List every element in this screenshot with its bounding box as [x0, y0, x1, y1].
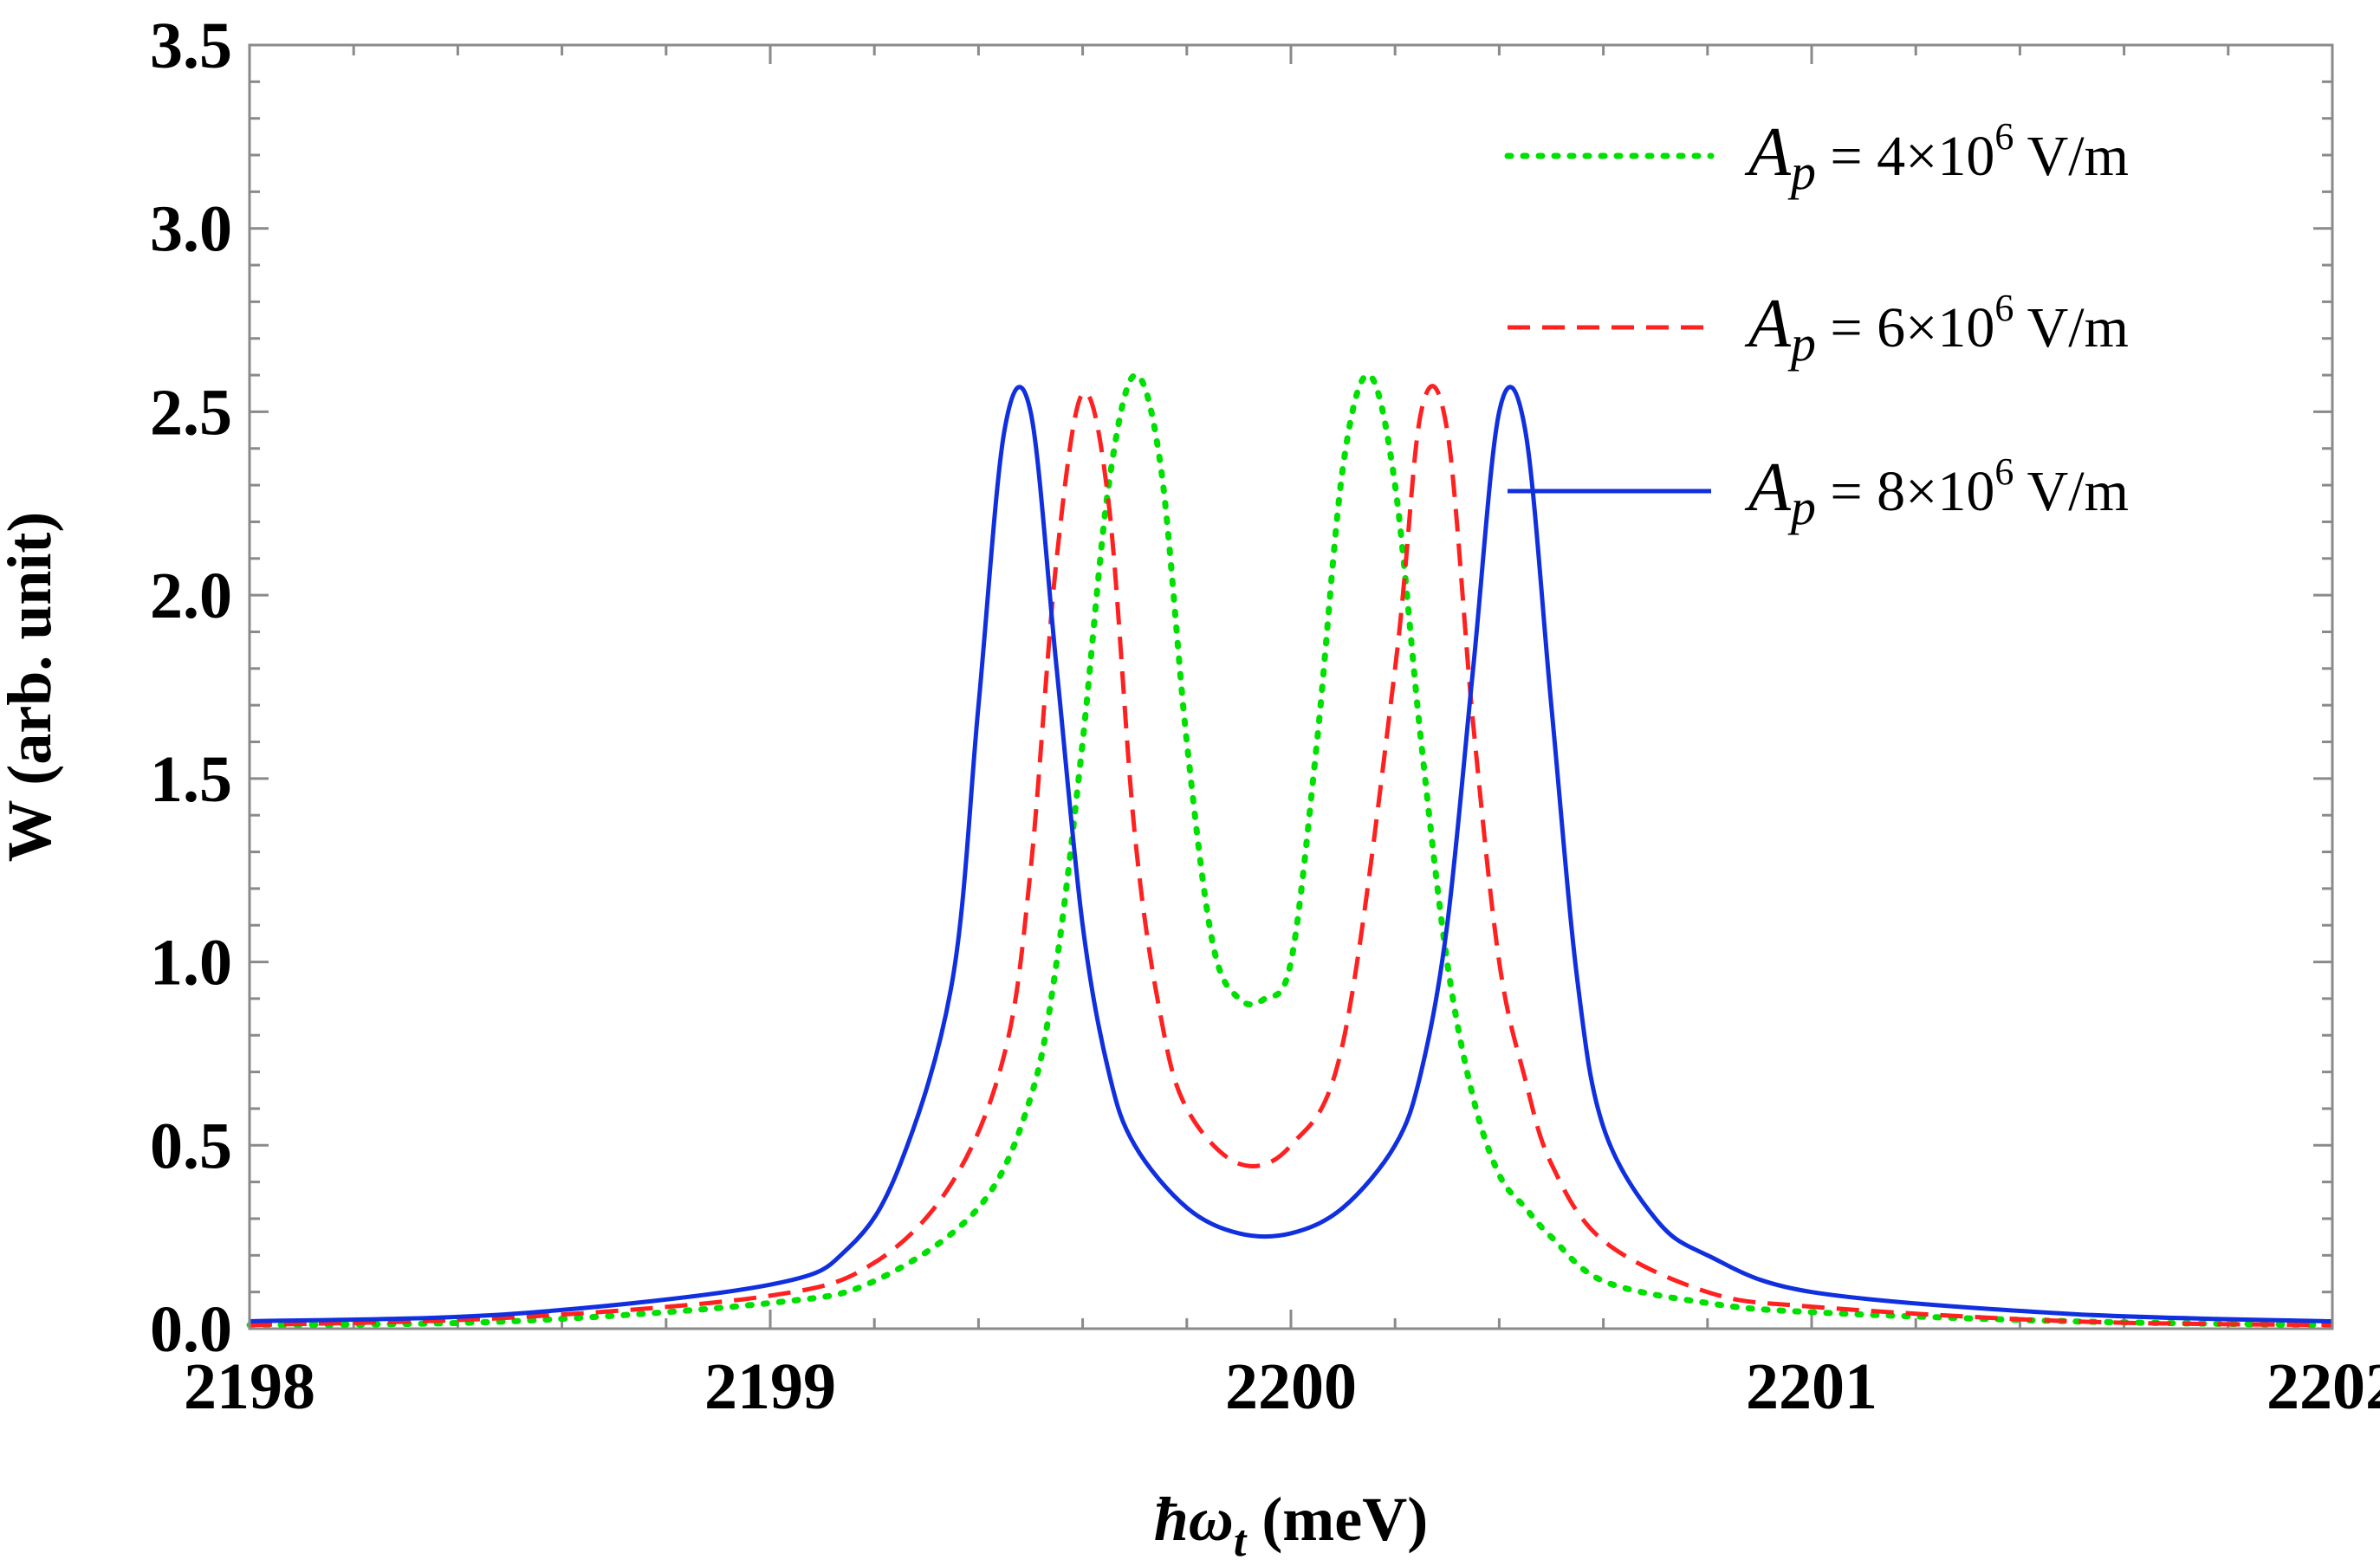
y-tick-label: 3.5 [150, 10, 232, 82]
legend-unit: V/m [2014, 125, 2129, 188]
legend-eq: = 8×10 [1816, 460, 1994, 523]
x-tick-label: 2199 [704, 1350, 836, 1423]
y-tick-label: 1.0 [150, 927, 232, 1000]
legend-exp: 6 [1994, 287, 2014, 329]
series-line-1 [246, 372, 2336, 1329]
x-tick-label: 2202 [2267, 1350, 2380, 1423]
legend-sub: p [1787, 144, 1816, 200]
x-tick-label: 2201 [1746, 1350, 1877, 1423]
x-axis-title: ħωt (meV) [1154, 1485, 1428, 1566]
y-tick-label: 1.5 [150, 743, 232, 816]
y-axis-title: W (arb. unit) [0, 512, 64, 863]
plot-series [246, 372, 2336, 1329]
legend-eq: = 6×10 [1816, 296, 1994, 359]
y-tick-label: 3.0 [150, 193, 232, 266]
legend-var: A [1744, 114, 1792, 191]
x-tick-label: 2200 [1225, 1350, 1357, 1423]
series-line-3 [249, 385, 2333, 1323]
legend-sub: p [1787, 315, 1816, 372]
legend-var: A [1744, 286, 1792, 362]
x-tick-label: 2198 [184, 1350, 315, 1423]
legend-exp: 6 [1994, 450, 2014, 493]
legend-var: A [1744, 450, 1792, 526]
legend-eq: = 4×10 [1816, 125, 1994, 188]
legend: Ap = 4×106 V/mAp = 6×106 V/mAp = 8×106 V… [1504, 114, 2129, 535]
legend-label-3: Ap = 8×106 V/m [1744, 450, 2129, 535]
y-tick-label: 2.5 [150, 376, 232, 449]
y-tick-label: 2.0 [150, 560, 232, 632]
plot-frame [248, 43, 2334, 1330]
legend-label-2: Ap = 6×106 V/m [1744, 286, 2129, 372]
y-tick-label: 0.5 [150, 1110, 232, 1182]
legend-sub: p [1787, 479, 1816, 535]
x-axis-ticks: 2198 2199 2200 2201 2202 [184, 45, 2380, 1423]
y-tick-label: 0.0 [150, 1293, 232, 1366]
legend-unit: V/m [2014, 460, 2129, 523]
series-line-2 [249, 384, 2333, 1328]
x-axis-subscript: t [1234, 1517, 1248, 1566]
legend-label-1: Ap = 4×106 V/m [1744, 114, 2129, 200]
x-axis-unit: (meV) [1261, 1485, 1428, 1554]
legend-exp: 6 [1994, 115, 2014, 158]
y-axis-ticks: 0.0 0.5 1.0 1.5 2.0 2.5 3.0 3.5 [150, 10, 2332, 1366]
x-axis-symbol: ħω [1154, 1485, 1234, 1554]
legend-unit: V/m [2014, 296, 2129, 359]
